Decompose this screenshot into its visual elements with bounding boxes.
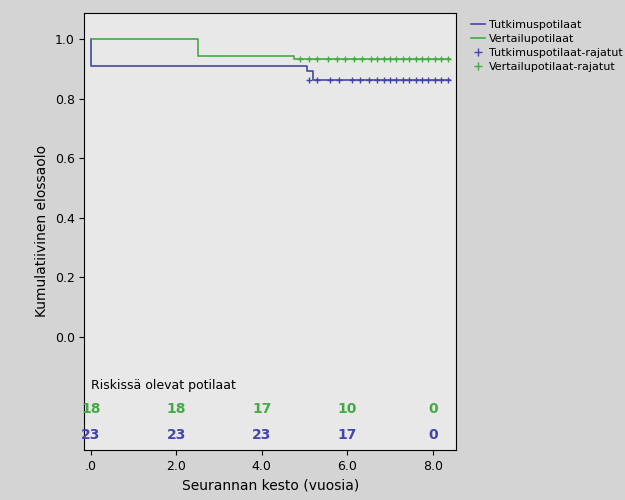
Text: 0: 0	[428, 402, 438, 416]
Text: 10: 10	[338, 402, 357, 416]
Text: 23: 23	[81, 428, 101, 442]
Text: Riskissä olevat potilaat: Riskissä olevat potilaat	[91, 378, 236, 392]
Text: 18: 18	[81, 402, 101, 416]
Text: 23: 23	[252, 428, 271, 442]
Text: 17: 17	[252, 402, 271, 416]
X-axis label: Seurannan kesto (vuosia): Seurannan kesto (vuosia)	[182, 478, 359, 492]
Text: 18: 18	[166, 402, 186, 416]
Text: 23: 23	[167, 428, 186, 442]
Legend: Tutkimuspotilaat, Vertailupotilaat, Tutkimuspotilaat-rajatut, Vertailupotilaat-r: Tutkimuspotilaat, Vertailupotilaat, Tutk…	[469, 18, 625, 74]
Y-axis label: Kumulatiivinen elossaolo: Kumulatiivinen elossaolo	[35, 145, 49, 318]
Text: 17: 17	[338, 428, 357, 442]
Text: 0: 0	[428, 428, 438, 442]
